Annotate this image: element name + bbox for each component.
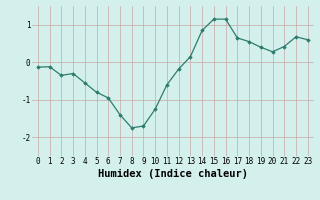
X-axis label: Humidex (Indice chaleur): Humidex (Indice chaleur) bbox=[98, 169, 248, 179]
